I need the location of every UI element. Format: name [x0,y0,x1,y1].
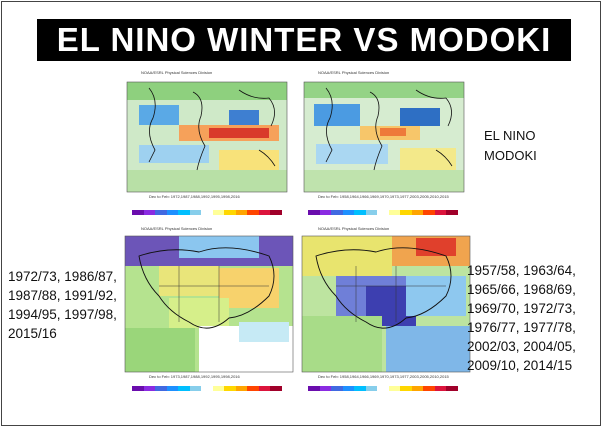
colorbar-swatch [224,210,236,215]
colorbar-swatch [411,386,424,391]
colorbar-swatch [342,210,355,215]
year-line: 1987/88, 1991/92, [8,288,117,303]
colorbar-swatch [155,210,167,215]
colorbar-swatch [354,386,366,391]
na-temp-map-elnino: NOAA/ESRL Physical Sciences Division Dec… [119,226,297,386]
colorbar-swatch [400,386,412,391]
global-sst-map-graphic [126,81,288,193]
global-sst-map-modoki: NOAA/ESRL Physical Sciences Division Dec… [296,70,468,206]
year-line: 1976/77, 1977/78, [467,320,576,335]
na-temp-map-modoki: NOAA/ESRL Physical Sciences Division Dec… [296,226,474,386]
colorbar-swatch [377,210,389,215]
title-bar: EL NINO WINTER VS MODOKI [37,19,571,61]
colorbar-swatch [342,386,355,391]
map-header: NOAA/ESRL Physical Sciences Division [318,70,390,75]
colorbar-swatch [331,210,343,215]
colorbar-swatch [258,210,271,215]
na-temp-map-graphic [301,235,471,373]
colorbar-swatch [235,210,248,215]
year-line: 1972/73, 1986/87, [8,269,117,284]
year-line: 2002/03, 2004/05, [467,339,576,354]
colorbar-swatch [423,210,435,215]
colorbar-swatch [270,210,282,215]
map-header: NOAA/ESRL Physical Sciences Division [318,226,390,231]
colorbar-swatch [354,210,366,215]
side-label: EL NINO MODOKI [484,126,537,166]
year-line: 1965/66, 1968/69, [467,282,576,297]
colorbar [132,210,282,215]
colorbar-swatch [365,210,378,215]
map-header: NOAA/ESRL Physical Sciences Division [141,70,213,75]
colorbar-swatch [235,386,248,391]
colorbar-swatch [434,386,447,391]
modoki-label-line: MODOKI [484,148,537,163]
colorbar-swatch [143,386,156,391]
elnino-label-line: EL NINO [484,128,536,143]
year-line: 1957/58, 1963/64, [467,263,576,278]
colorbar-swatch [178,386,190,391]
map-footer: Dec to Feb: 1972,1987,1988,1992,1995,199… [149,194,240,199]
colorbar-swatch [212,210,225,215]
map-footer: Dec to Feb: 1958,1964,1966,1969,1970,197… [318,374,449,379]
colorbar-swatch [189,386,202,391]
colorbar-swatch [201,210,213,215]
colorbar-swatch [224,386,236,391]
colorbar-swatch [201,386,213,391]
colorbar-swatch [178,210,190,215]
colorbar-swatch [434,210,447,215]
na-temp-map-graphic [124,235,294,373]
year-line: 1969/70, 1972/73, [467,301,576,316]
map-header: NOAA/ESRL Physical Sciences Division [141,226,213,231]
colorbar [308,210,458,215]
colorbar-swatch [365,386,378,391]
colorbar-swatch [247,386,259,391]
colorbar-swatch [388,210,401,215]
colorbar-swatch [166,386,179,391]
elnino-years-list: 1972/73, 1986/87, 1987/88, 1991/92, 1994… [8,267,128,343]
modoki-years-list: 1957/58, 1963/64, 1965/66, 1968/69, 1969… [467,261,602,375]
map-footer: Dec to Feb: 1958,1964,1966,1969,1970,197… [318,194,449,199]
global-sst-map-graphic [303,81,465,193]
colorbar-swatch [189,210,202,215]
colorbar [132,386,282,391]
colorbar-swatch [319,386,332,391]
year-line: 2015/16 [8,326,57,341]
colorbar [308,386,458,391]
colorbar-swatch [247,210,259,215]
year-line: 2009/10, 2014/15 [467,358,573,373]
colorbar-swatch [319,210,332,215]
map-footer: Dec to Feb: 1973,1987,1988,1992,1995,199… [149,374,240,379]
colorbar-swatch [446,386,458,391]
slide-title: EL NINO WINTER VS MODOKI [56,21,552,58]
colorbar-swatch [377,386,389,391]
year-line: 1994/95, 1997/98, [8,307,117,322]
colorbar-swatch [423,386,435,391]
colorbar-swatch [400,210,412,215]
colorbar-swatch [411,210,424,215]
colorbar-swatch [258,386,271,391]
colorbar-swatch [155,386,167,391]
colorbar-swatch [388,386,401,391]
colorbar-swatch [308,210,320,215]
colorbar-swatch [132,210,144,215]
colorbar-swatch [212,386,225,391]
colorbar-swatch [166,210,179,215]
colorbar-swatch [446,210,458,215]
colorbar-swatch [132,386,144,391]
colorbar-swatch [308,386,320,391]
colorbar-swatch [270,386,282,391]
colorbar-swatch [331,386,343,391]
colorbar-swatch [143,210,156,215]
global-sst-map-elnino: NOAA/ESRL Physical Sciences Division Dec… [119,70,291,206]
